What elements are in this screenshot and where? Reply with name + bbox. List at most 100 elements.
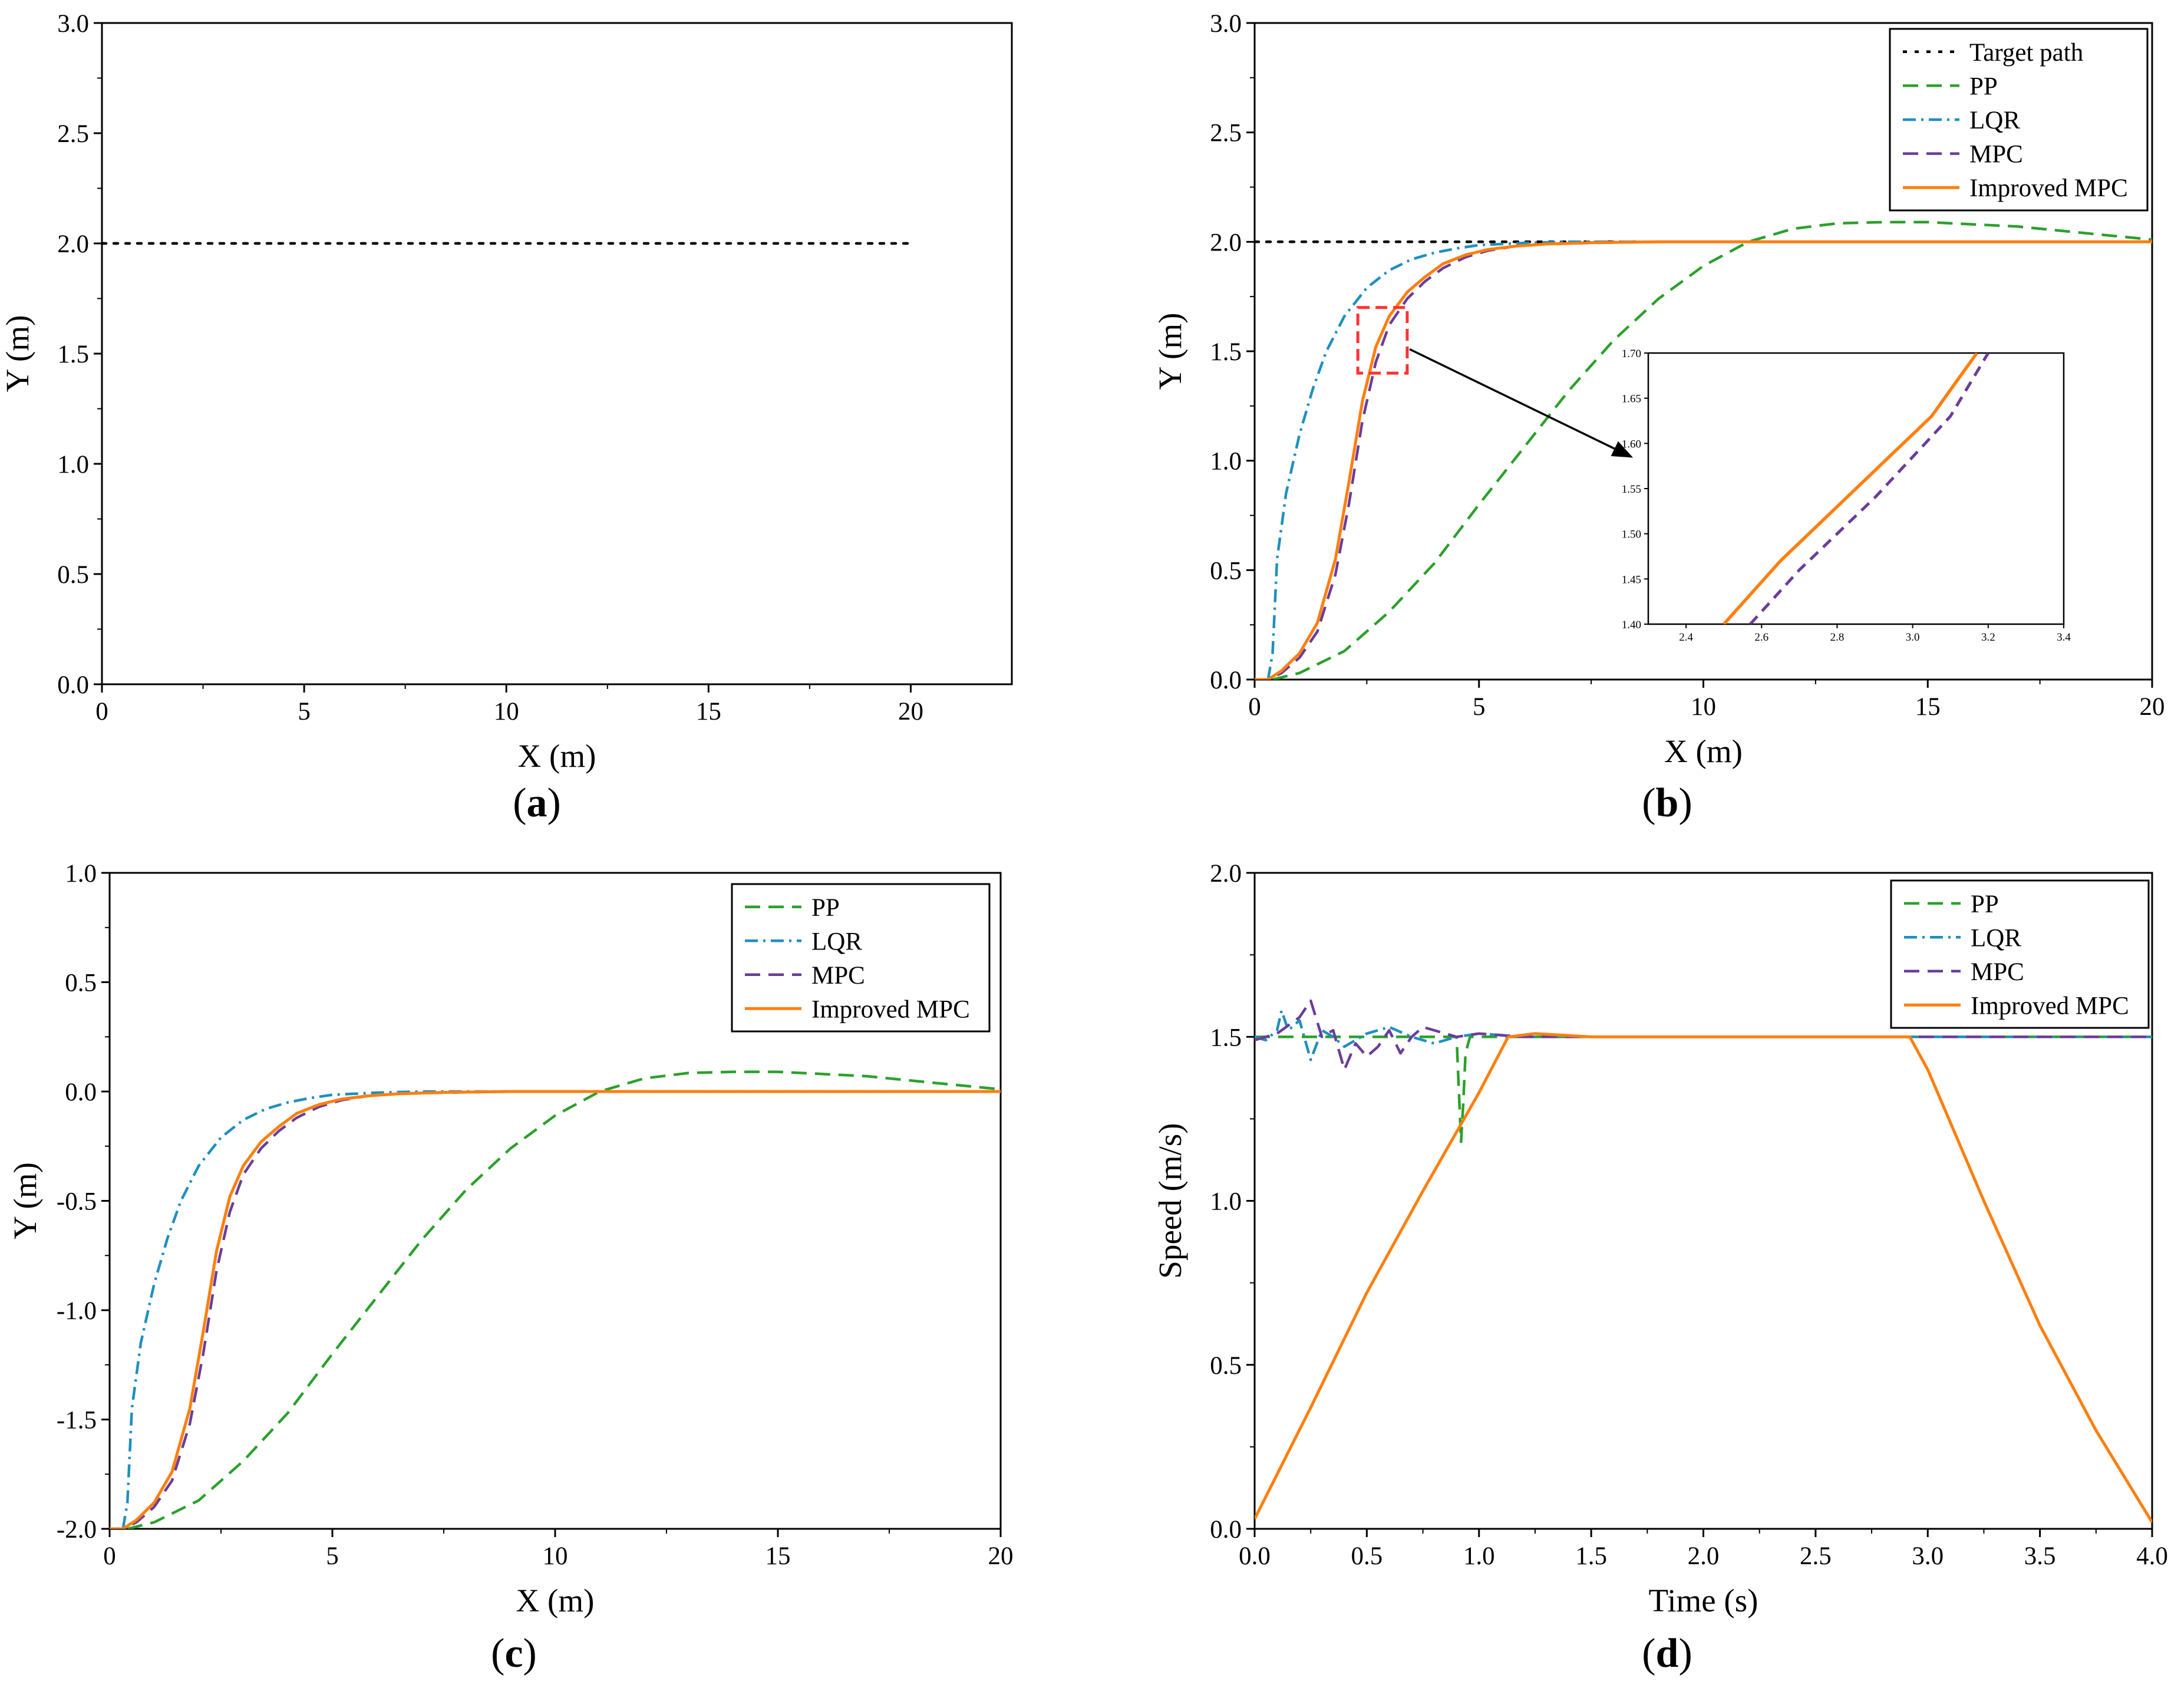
y-tick-label: 0.0 [57,671,89,699]
y-tick-label: 0.0 [1210,667,1242,694]
x-tick-label: 10 [543,1542,568,1570]
x-tick-label: 10 [1691,693,1716,721]
legend-label: Improved MPC [1969,174,2128,202]
caption-letter: c [504,1631,523,1676]
y-tick-label: 1.0 [57,451,89,479]
y-tick-label: 1.5 [1210,338,1242,366]
x-tick-label: 0 [1248,693,1261,721]
caption-close: ) [1678,780,1692,826]
x-tick-label: 5 [298,698,311,726]
y-tick-label: 0.0 [65,1079,97,1106]
y-tick-label: 3.0 [57,10,89,38]
legend-label: Improved MPC [811,995,970,1023]
inset-x-tick-label: 3.0 [1906,631,1920,644]
panel-caption: (d) [1642,1631,1692,1676]
x-tick-label: 20 [2140,693,2165,721]
y-tick-label: 2.0 [1210,229,1242,256]
panel-d: 0.0 0.5 1.0 1.5 2.0 2.5 3.0 3.5 4.0 0.0 0.5 1.0 1.5 2… [1152,860,2168,1676]
panel-c: 0 5 10 15 20 -2.0 -1.5 -1.0 -0.5 0.0 0.5 1.0 X (m) Y … [7,860,1014,1676]
x-tick-label: 1.0 [1463,1542,1495,1570]
caption-open: ( [1642,780,1655,826]
y-tick-label: 0.5 [65,970,97,997]
x-axis-label: X (m) [518,738,596,774]
x-tick-label: 0.5 [1351,1542,1383,1570]
y-axis-label: Y (m) [1152,313,1188,390]
inset-y-tick-label: 1.40 [1622,619,1641,631]
inset-series-improved-mpc [1723,353,1978,624]
legend-label: Target path [1969,39,2083,67]
legend-label: Improved MPC [1971,992,2129,1020]
x-tick-label: 3.0 [1912,1542,1944,1570]
caption-letter: d [1656,1631,1679,1676]
x-tick-label: 2.5 [1800,1542,1832,1570]
legend-label: MPC [811,962,865,990]
y-tick-label: 0.5 [57,561,89,589]
series-lqr-line [1266,240,2152,680]
zoom-inset: 2.4 2.6 2.8 3.0 3.2 3.4 1.40 1.45 1.50 1.55 1.60 1.… [1356,306,2071,644]
x-axis-label: X (m) [1664,733,1743,769]
y-axis-label: Y (m) [7,1162,43,1239]
legend-box [731,883,991,1033]
series-pp-line [127,1070,1001,1529]
x-tick-label: 20 [898,698,923,726]
legend-label: LQR [1969,107,2020,134]
series-mpc-line [1255,999,2152,1071]
y-axis-label: Y (m) [0,315,35,393]
x-tick-label: 1.5 [1575,1542,1607,1570]
x-tick-label: 0 [103,1542,116,1570]
legend-label: MPC [1969,141,2023,169]
y-tick-label: 0.5 [1210,1352,1242,1380]
y-tick-label: 1.5 [57,341,89,368]
y-tick-label: 2.0 [1210,860,1242,888]
panel-caption: (b) [1642,780,1692,826]
x-tick-label: 5 [1473,693,1486,721]
inset-x-tick-label: 3.2 [1981,631,1995,644]
x-tick-label: 5 [326,1542,339,1570]
x-tick-label: 3.5 [2024,1542,2056,1570]
inset-y-tick-label: 1.50 [1622,529,1641,541]
y-tick-label: 2.5 [57,120,89,148]
x-tick-label: 15 [766,1542,791,1570]
y-tick-label: 3.0 [1210,10,1242,38]
legend-label: PP [811,894,840,922]
y-tick-label: 2.5 [1210,120,1242,147]
inset-y-tick-label: 1.45 [1622,573,1641,586]
caption-close: ) [1678,1631,1692,1676]
inset-x-tick-label: 2.4 [1679,631,1693,644]
y-tick-label: -1.0 [57,1297,97,1325]
inset-y-tick-label: 1.55 [1622,483,1641,496]
zoom-source-box [1356,306,1409,375]
inset-y-tick-label: 1.60 [1622,438,1641,450]
x-tick-label: 20 [988,1542,1014,1570]
caption-open: ( [1642,1631,1655,1676]
caption-close: ) [547,780,561,826]
series-pp-line [1255,1036,2152,1143]
inset-x-tick-label: 2.6 [1754,631,1768,644]
series-lqr-line [121,1090,1001,1529]
y-tick-label: -1.5 [57,1407,97,1435]
legend-label: LQR [811,928,862,955]
x-tick-label: 15 [696,698,721,726]
legend-label: PP [1969,72,1998,100]
panel-caption: (a) [513,780,561,826]
inset-x-tick-label: 3.4 [2057,631,2071,644]
panel-a: 0 5 10 15 20 0.0 0.5 1.0 1.5 2.0 2.5 3.0 X (m) Y (m) (… [0,10,1013,826]
x-axis-label: Time (s) [1649,1582,1758,1618]
inset-x-tick-label: 2.8 [1830,631,1845,644]
caption-open: ( [513,780,526,826]
panel-caption: (c) [491,1631,537,1676]
x-tick-label: 2.0 [1688,1542,1720,1570]
caption-open: ( [491,1631,504,1676]
x-tick-label: 0 [95,698,108,726]
series-improved-mpc-line [1255,1032,2152,1524]
x-tick-label: 0.0 [1239,1542,1271,1570]
legend: PP LQR MPC Improved MPC [1890,879,2150,1029]
zoom-arrow [1409,348,1634,458]
y-tick-label: -2.0 [57,1516,97,1544]
y-tick-label: 2.0 [57,230,89,258]
y-tick-label: 0.5 [1210,557,1242,585]
panel-b: 0 5 10 15 20 0.0 0.5 1.0 1.5 2.0 2.5 3.0 X (m) Y (m) (… [1152,10,2165,826]
caption-letter: b [1656,780,1679,826]
inset-y-tick-label: 1.70 [1622,348,1641,360]
